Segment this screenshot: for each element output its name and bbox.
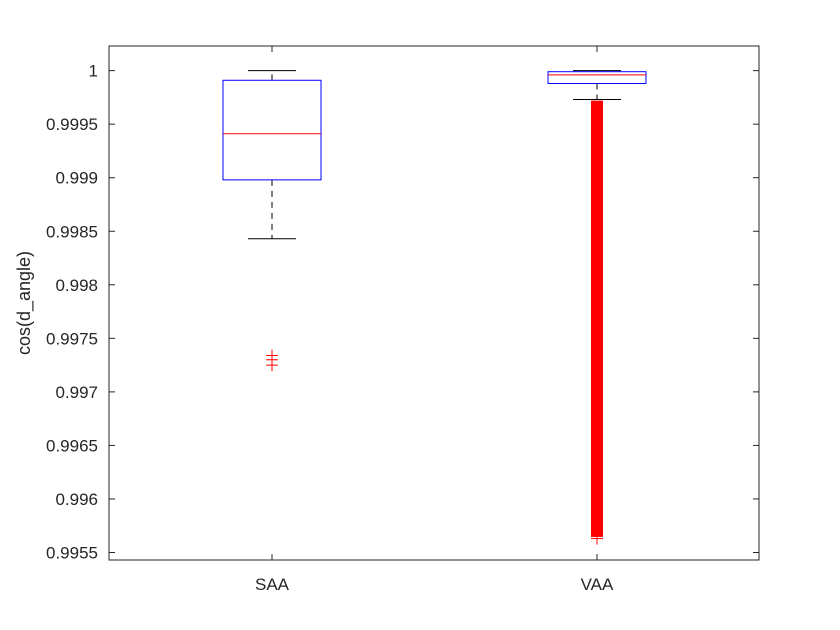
- outlier-marker: [591, 532, 603, 545]
- y-axis-label: cos(d_angle): [14, 251, 35, 355]
- x-tick-label: VAA: [581, 575, 614, 594]
- boxes-layer: [222, 70, 647, 545]
- x-axis-ticks: SAA VAA: [255, 46, 614, 594]
- y-tick-label: 0.9965: [46, 436, 98, 455]
- y-tick-label: 1: [89, 62, 98, 81]
- y-tick-label: 0.997: [55, 383, 98, 402]
- y-tick-label: 0.9985: [46, 222, 98, 241]
- plot-area: [108, 45, 760, 561]
- y-tick-label: 0.9995: [46, 115, 98, 134]
- outlier-marker: [266, 359, 278, 372]
- y-tick-label: 0.998: [55, 276, 98, 295]
- box-iqr: [547, 71, 647, 84]
- y-tick-label: 0.996: [55, 490, 98, 509]
- outlier-band: [591, 100, 603, 537]
- y-tick-label: 0.9955: [46, 544, 98, 563]
- box-iqr: [222, 79, 322, 181]
- y-tick-label: 0.9975: [46, 329, 98, 348]
- y-axis-ticks: 1 0.9995 0.999 0.9985 0.998 0.9975 0.997 0.9965…: [46, 62, 759, 563]
- box-vaa: [547, 70, 647, 545]
- box-saa: [222, 70, 322, 372]
- x-tick-label: SAA: [255, 575, 290, 594]
- y-tick-label: 0.999: [55, 169, 98, 188]
